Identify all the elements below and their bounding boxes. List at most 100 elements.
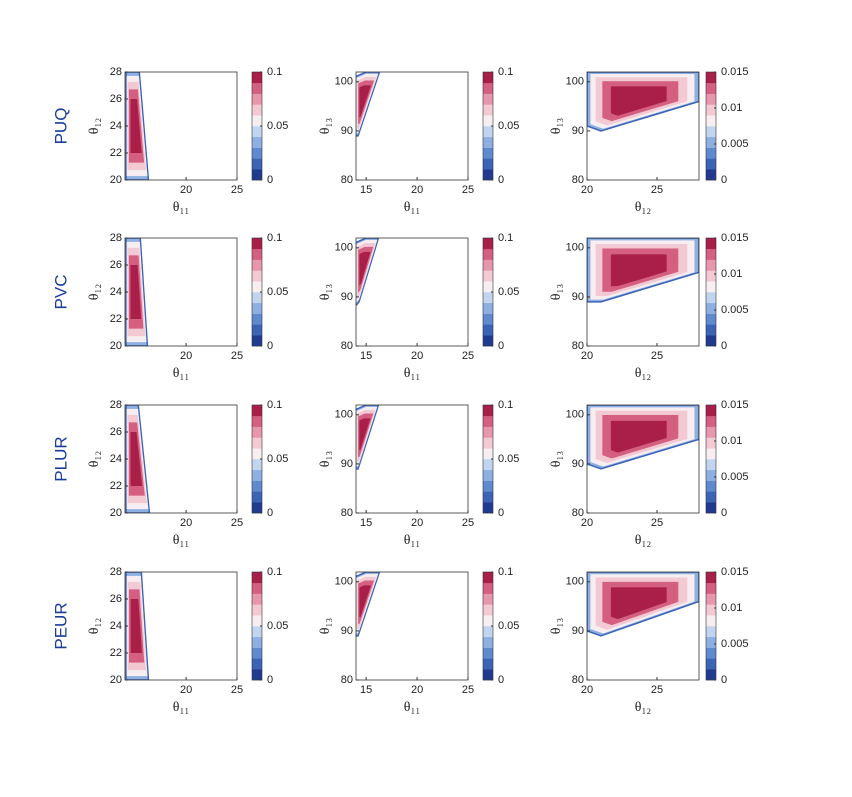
colorbar-band [252, 136, 262, 148]
x-tick-label: 25 [462, 684, 474, 696]
y-tick-label: 24 [110, 286, 122, 298]
colorbar-band [483, 604, 493, 616]
panel: 20 25 20 22 24 26 28 θ₁₁ θ₁₂ 0 0.05 0.1 [87, 566, 288, 715]
colorbar-tick-label: 0 [498, 340, 504, 352]
y-axis-label: θ₁₃ [549, 284, 564, 301]
y-tick-label: 28 [110, 399, 122, 411]
colorbar-band [483, 426, 493, 438]
axes-box [355, 237, 469, 347]
colorbar-band [483, 324, 493, 336]
colorbar-band [252, 604, 262, 616]
colorbar-band [706, 302, 716, 314]
colorbar-band [252, 126, 262, 138]
axes-box [355, 71, 469, 181]
x-tick-label: 15 [360, 184, 372, 196]
colorbar-band [483, 313, 493, 325]
colorbar-box [705, 404, 717, 514]
colorbar-band [252, 647, 262, 659]
x-tick-label: 20 [411, 350, 423, 362]
colorbar-tick-label: 0 [267, 174, 273, 186]
colorbar-band [483, 281, 493, 293]
y-tick-label: 80 [572, 674, 584, 686]
colorbar-tick-label: 0 [267, 507, 273, 519]
y-tick-label: 100 [335, 76, 353, 88]
y-tick-label: 24 [110, 453, 122, 465]
colorbar-band [483, 115, 493, 127]
panel: 20 25 80 90 100 θ₁₂ θ₁₃ 0 0.005 0.01 0.015 [549, 66, 748, 215]
colorbar-band [483, 238, 493, 250]
colorbar-band [706, 491, 716, 503]
y-tick-label: 28 [110, 566, 122, 578]
colorbar-band [706, 335, 716, 347]
row-label: PLUR [51, 436, 70, 481]
y-tick-label: 100 [566, 576, 584, 588]
colorbar-band [483, 572, 493, 584]
colorbar-tick-label: 0 [721, 340, 727, 352]
colorbar-band [252, 491, 262, 503]
colorbar-band [252, 270, 262, 282]
colorbar-tick-label: 0 [721, 174, 727, 186]
colorbar-band [706, 415, 716, 427]
row-label: PUQ [51, 108, 70, 145]
x-tick-label: 15 [360, 350, 372, 362]
axes-box [586, 71, 700, 181]
x-tick-label: 20 [180, 684, 192, 696]
colorbar-tick-label: 0 [721, 674, 727, 686]
density-level [130, 599, 142, 653]
colorbar-band [483, 335, 493, 347]
x-axis-label: θ₁₂ [635, 366, 652, 381]
axes-box [586, 237, 700, 347]
colorbar-band [252, 238, 262, 250]
colorbar-band [706, 502, 716, 514]
colorbar-band [706, 259, 716, 271]
axes-box [355, 404, 469, 514]
colorbar-band [252, 582, 262, 594]
colorbar-band [252, 93, 262, 105]
y-tick-label: 26 [110, 426, 122, 438]
density-level [610, 254, 667, 287]
y-axis-label: θ₁₂ [87, 118, 102, 135]
colorbar-band [252, 480, 262, 492]
x-axis-label: θ₁₁ [173, 366, 189, 381]
x-tick-label: 15 [360, 517, 372, 529]
colorbar-band [706, 82, 716, 94]
y-tick-label: 100 [566, 409, 584, 421]
colorbar-tick-label: 0.1 [498, 399, 513, 411]
colorbar-tick-label: 0.01 [721, 268, 742, 280]
colorbar-band [483, 270, 493, 282]
colorbar-band [483, 259, 493, 271]
colorbar-tick-label: 0.05 [267, 620, 288, 632]
colorbar-band [483, 248, 493, 260]
panel: 15 20 25 80 90 100 θ₁₁ θ₁₃ 0 0.05 0.1 [318, 399, 519, 548]
colorbar-band [706, 647, 716, 659]
x-tick-label: 20 [180, 350, 192, 362]
y-tick-label: 22 [110, 147, 122, 159]
colorbar-band [706, 636, 716, 648]
y-tick-label: 24 [110, 120, 122, 132]
colorbar-tick-label: 0.1 [267, 232, 282, 244]
y-tick-label: 28 [110, 66, 122, 78]
colorbar-tick-label: 0.01 [721, 102, 742, 114]
colorbar-band [483, 169, 493, 181]
x-tick-label: 20 [581, 350, 593, 362]
colorbar-band [252, 169, 262, 181]
colorbar-band [483, 502, 493, 514]
y-tick-label: 90 [341, 458, 353, 470]
colorbar-band [483, 302, 493, 314]
colorbar-tick-label: 0.05 [267, 453, 288, 465]
colorbar-band [483, 72, 493, 84]
x-axis-label: θ₁₁ [173, 200, 189, 215]
colorbar-band [706, 572, 716, 584]
colorbar-band [483, 448, 493, 460]
y-tick-label: 90 [572, 458, 584, 470]
y-tick-label: 26 [110, 93, 122, 105]
colorbar-band [706, 593, 716, 605]
colorbar-band [483, 93, 493, 105]
colorbar-tick-label: 0.05 [498, 620, 519, 632]
row-label: PVC [51, 275, 70, 310]
colorbar-band [706, 480, 716, 492]
colorbar-band [483, 158, 493, 170]
colorbar-band [252, 104, 262, 116]
colorbar-band [252, 658, 262, 670]
